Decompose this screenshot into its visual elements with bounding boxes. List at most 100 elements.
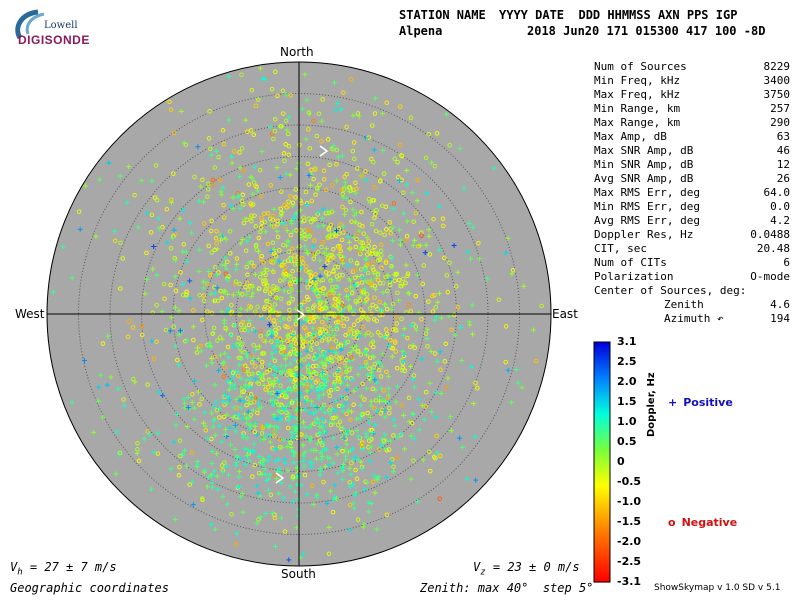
station-name-label: STATION NAME xyxy=(399,8,486,22)
source-point-positive xyxy=(291,357,297,363)
source-point-positive xyxy=(281,495,287,501)
source-point-negative xyxy=(293,377,298,383)
source-point-positive xyxy=(212,290,218,296)
colorbar-segment xyxy=(594,460,610,463)
source-point-negative xyxy=(341,187,347,192)
source-point-positive xyxy=(160,393,166,399)
source-point-negative xyxy=(164,207,170,212)
source-point-negative xyxy=(289,326,294,332)
source-point-negative xyxy=(337,246,343,252)
source-point-positive xyxy=(256,453,262,459)
source-point-negative xyxy=(150,310,156,316)
source-point-negative xyxy=(262,219,267,225)
source-points xyxy=(50,65,544,563)
source-point-positive xyxy=(254,520,260,526)
source-point-positive xyxy=(299,303,305,309)
source-point-positive xyxy=(300,551,306,557)
source-point-negative xyxy=(376,447,382,452)
source-point-negative xyxy=(283,118,289,123)
source-point-positive xyxy=(93,233,99,239)
source-point-positive xyxy=(379,363,385,369)
source-point-positive xyxy=(224,400,230,406)
source-point-positive xyxy=(426,227,432,233)
source-point-positive xyxy=(106,160,112,166)
source-point-negative xyxy=(284,410,289,416)
source-point-positive xyxy=(386,386,392,392)
source-point-positive xyxy=(231,385,237,391)
stat-row: Min SNR Amp, dB 12 xyxy=(594,158,794,172)
source-point-positive xyxy=(95,398,101,404)
source-point-negative xyxy=(286,425,291,431)
source-point-negative xyxy=(112,238,118,244)
stat-row: CIT, sec 20.48 xyxy=(594,242,794,256)
source-point-positive xyxy=(246,384,252,390)
source-point-negative xyxy=(239,72,244,77)
source-point-positive xyxy=(256,401,262,407)
source-point-negative xyxy=(301,339,306,344)
source-point-positive xyxy=(366,500,372,506)
source-point-negative xyxy=(288,274,293,279)
source-point-positive xyxy=(342,184,348,190)
source-point-positive xyxy=(321,250,327,256)
source-point-positive xyxy=(288,287,294,293)
source-point-negative xyxy=(135,447,140,452)
source-point-negative xyxy=(272,433,277,439)
source-point-positive xyxy=(302,424,308,430)
source-point-negative xyxy=(206,136,212,141)
source-point-positive xyxy=(306,361,312,367)
source-point-negative xyxy=(215,338,220,343)
colorbar-segment xyxy=(594,520,610,523)
source-point-negative xyxy=(405,273,410,279)
colorbar-segment xyxy=(594,458,610,461)
source-point-negative xyxy=(372,406,377,411)
source-point-positive xyxy=(222,350,228,356)
source-point-negative xyxy=(160,225,165,230)
colorbar-segment xyxy=(594,414,610,417)
source-point-positive xyxy=(180,249,186,255)
source-point-negative xyxy=(295,411,301,417)
source-point-positive xyxy=(234,531,240,537)
source-point-negative xyxy=(337,272,342,278)
source-point-negative xyxy=(314,371,319,376)
source-point-positive xyxy=(210,473,216,479)
source-point-negative xyxy=(326,551,332,557)
source-point-positive xyxy=(376,474,382,480)
source-point-positive xyxy=(132,379,138,385)
source-point-positive xyxy=(209,410,215,416)
source-point-positive xyxy=(332,230,338,236)
source-point-negative xyxy=(399,368,405,373)
source-point-negative xyxy=(335,298,340,303)
source-point-positive xyxy=(264,422,270,428)
source-point-negative xyxy=(317,438,323,443)
source-point-negative xyxy=(313,380,319,385)
source-point-positive xyxy=(281,288,287,294)
source-point-negative xyxy=(351,402,356,407)
colorbar-segment xyxy=(594,372,610,375)
source-point-positive xyxy=(246,458,252,464)
source-point-positive xyxy=(320,206,326,212)
colorbar-segment xyxy=(594,434,610,437)
source-point-positive xyxy=(330,349,336,355)
source-point-positive xyxy=(238,405,244,411)
colorbar-segment xyxy=(594,516,610,519)
source-point-negative xyxy=(212,284,217,290)
source-point-positive xyxy=(314,492,320,498)
source-point-positive xyxy=(354,427,360,433)
source-point-positive xyxy=(207,343,213,349)
source-point-negative xyxy=(213,236,219,241)
source-point-negative xyxy=(369,248,375,254)
source-point-positive xyxy=(238,494,244,500)
source-point-positive xyxy=(360,275,366,281)
source-point-negative xyxy=(357,222,362,228)
source-point-negative xyxy=(406,395,412,401)
source-point-negative xyxy=(370,260,376,266)
source-point-positive xyxy=(247,376,253,382)
source-point-positive xyxy=(124,200,130,206)
source-point-negative xyxy=(221,202,226,208)
source-point-positive xyxy=(295,475,301,481)
source-point-positive xyxy=(367,377,373,383)
source-point-negative xyxy=(265,267,270,273)
colorbar-segment xyxy=(594,390,610,393)
colorbar-segment xyxy=(594,348,610,351)
source-point-positive xyxy=(248,215,254,221)
